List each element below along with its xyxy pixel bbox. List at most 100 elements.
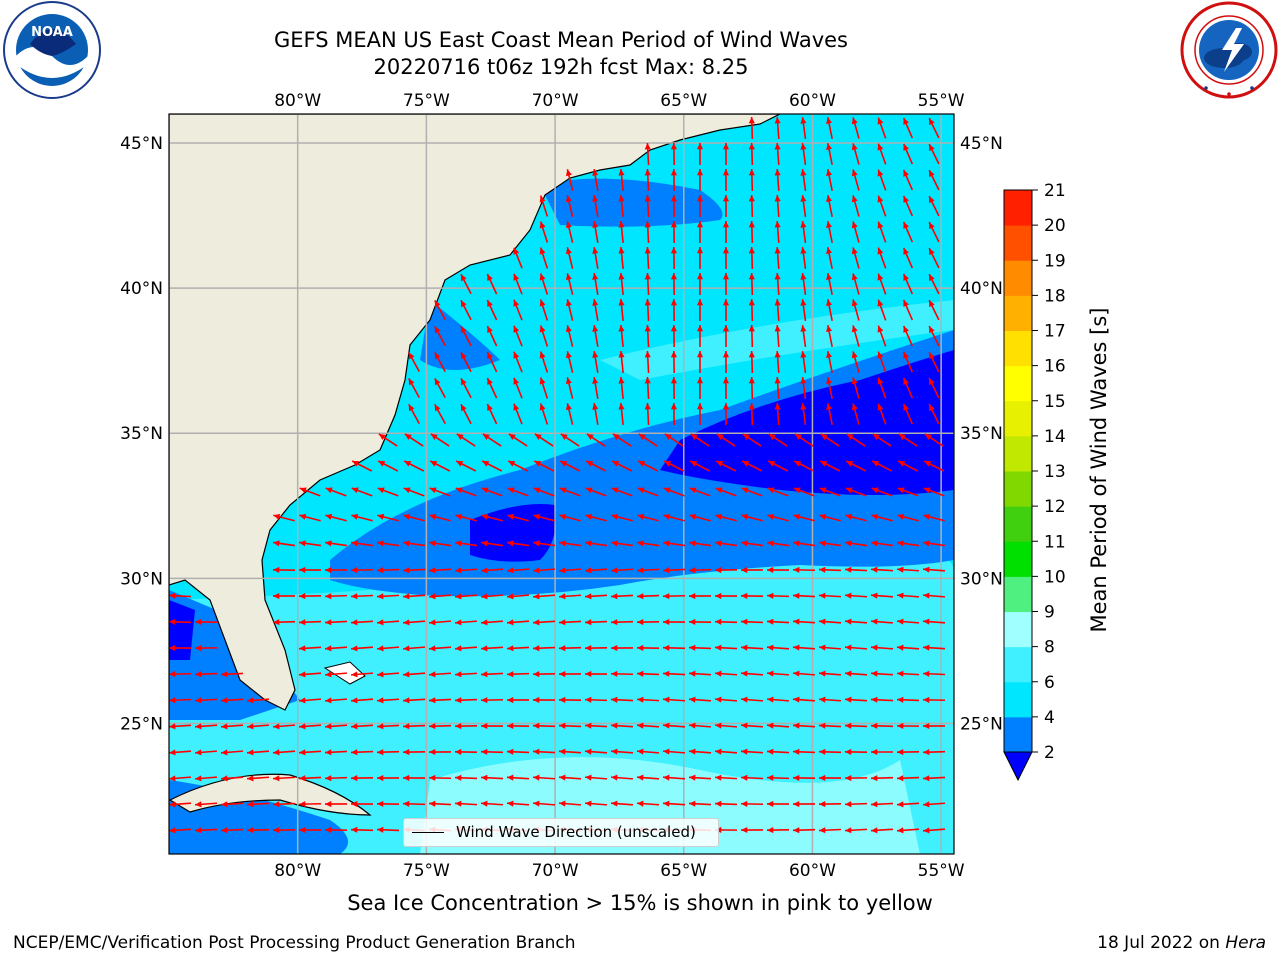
wind-arrow-head: [767, 487, 775, 494]
wind-arrow-head: [903, 195, 909, 203]
wind-arrow-head: [741, 540, 748, 547]
lat-tick-label-right: 45°N: [960, 134, 1003, 154]
wind-arrow-head: [663, 748, 670, 755]
footer-credit: NCEP/EMC/Verification Post Processing Pr…: [13, 933, 576, 953]
wind-arrow-head: [670, 195, 677, 202]
wind-arrow-head: [689, 644, 696, 651]
chart-subtitle: 20220716 t06z 192h fcst Max: 8.25: [373, 55, 749, 79]
wind-arrow-head: [559, 540, 566, 547]
colorbar-segment: [1004, 225, 1032, 261]
wind-arrow-head: [221, 697, 228, 704]
wind-arrow-head: [637, 670, 644, 677]
wind-arrow-head: [325, 826, 332, 833]
wind-arrow-head: [611, 487, 619, 494]
wind-arrow-head: [533, 487, 541, 494]
wind-arrow-head: [663, 487, 671, 494]
period-band-under-2-east: [660, 350, 954, 495]
wind-arrow-head: [722, 299, 730, 306]
wind-arrow-head: [768, 460, 776, 467]
colorbar-tick-label: 10: [1044, 567, 1066, 587]
wind-arrow-head: [408, 404, 415, 412]
wind-arrow-head: [434, 378, 441, 386]
wind-arrow-head: [774, 247, 781, 254]
wind-arrow-head: [565, 351, 572, 359]
wind-arrow-head: [793, 774, 800, 781]
wind-arrow-head: [508, 433, 516, 440]
wind-arrow-head: [507, 645, 514, 652]
wind-arrow-head: [481, 487, 489, 494]
wind-arrow-head: [696, 403, 704, 410]
wind-arrow-head: [670, 273, 677, 280]
wind-arrow-head: [637, 540, 644, 547]
wind-arrow-head: [845, 644, 852, 651]
colorbar-tick-label: 4: [1044, 708, 1055, 728]
wind-arrow-head: [455, 540, 462, 547]
wind-arrow-head: [611, 619, 618, 626]
wind-arrow-head: [352, 460, 360, 467]
wind-arrow-head: [377, 826, 384, 833]
wind-arrow-head: [351, 593, 358, 600]
wind-arrow-head: [481, 593, 488, 600]
nws-logo: [1178, 0, 1280, 104]
wind-arrow-head: [169, 592, 176, 599]
wind-arrow-head: [774, 325, 781, 332]
wind-arrow-head: [748, 247, 755, 254]
wind-arrow-head: [460, 352, 467, 360]
wind-arrow-head: [429, 774, 436, 781]
wind-arrow-head: [689, 487, 697, 494]
wind-arrow-head: [689, 592, 696, 600]
wind-arrow-head: [826, 351, 833, 359]
wind-arrow-head: [793, 540, 800, 547]
wind-arrow-head: [169, 801, 176, 808]
wind-arrow-head: [481, 748, 488, 755]
lat-tick-label-left: 30°N: [120, 569, 163, 589]
wind-arrow-head: [482, 460, 490, 467]
wind-arrow-head: [923, 540, 930, 547]
wind-arrow-head: [637, 774, 644, 781]
wind-arrow-head: [923, 618, 930, 625]
wind-arrow-head: [195, 775, 202, 782]
wind-arrow-head: [845, 566, 852, 573]
wind-arrow-head: [592, 403, 599, 410]
wind-arrow-head: [299, 801, 306, 808]
wind-arrow-head: [871, 722, 878, 729]
wind-arrow-head: [429, 487, 437, 494]
lat-tick-label-left: 45°N: [120, 134, 163, 154]
wind-arrow-head: [430, 433, 438, 440]
wind-arrow-head: [670, 325, 677, 332]
wind-arrow-head: [800, 403, 807, 410]
wind-arrow-head: [793, 670, 800, 677]
wind-arrow-head: [638, 460, 646, 467]
wind-arrow-head: [715, 513, 723, 520]
wind-arrow-head: [897, 592, 904, 599]
wind-arrow-head: [696, 169, 704, 176]
wind-arrow-head: [618, 403, 625, 410]
wind-arrow-head: [877, 273, 884, 281]
wind-arrow-head: [664, 460, 672, 467]
wind-arrow-head: [716, 433, 724, 440]
wind-arrow-head: [429, 748, 436, 756]
wind-arrow-head: [565, 273, 572, 281]
wind-arrow-head: [403, 774, 410, 782]
wind-arrow-head: [897, 749, 904, 756]
wind-arrow-head: [377, 487, 385, 494]
colorbar-tick-label: 19: [1044, 251, 1066, 271]
wind-arrow-head: [351, 723, 358, 730]
wind-arrow-head: [929, 144, 935, 152]
wind-arrow-head: [903, 169, 909, 177]
wind-arrow-head: [637, 722, 644, 729]
wind-arrow-head: [826, 143, 833, 151]
wind-arrow-head: [748, 377, 755, 384]
wind-arrow-head: [871, 775, 878, 782]
wind-arrow-head: [767, 670, 774, 677]
wind-arrow-head: [670, 247, 677, 254]
wind-arrow-head: [715, 487, 723, 494]
wind-arrow-head: [877, 377, 884, 385]
lat-tick-label-right: 25°N: [960, 714, 1003, 734]
wind-arrow-head: [722, 247, 730, 254]
wind-arrow-head: [923, 775, 930, 782]
wind-arrow-head: [663, 618, 670, 626]
wind-arrow-head: [539, 195, 546, 203]
wind-arrow-head: [377, 567, 384, 574]
